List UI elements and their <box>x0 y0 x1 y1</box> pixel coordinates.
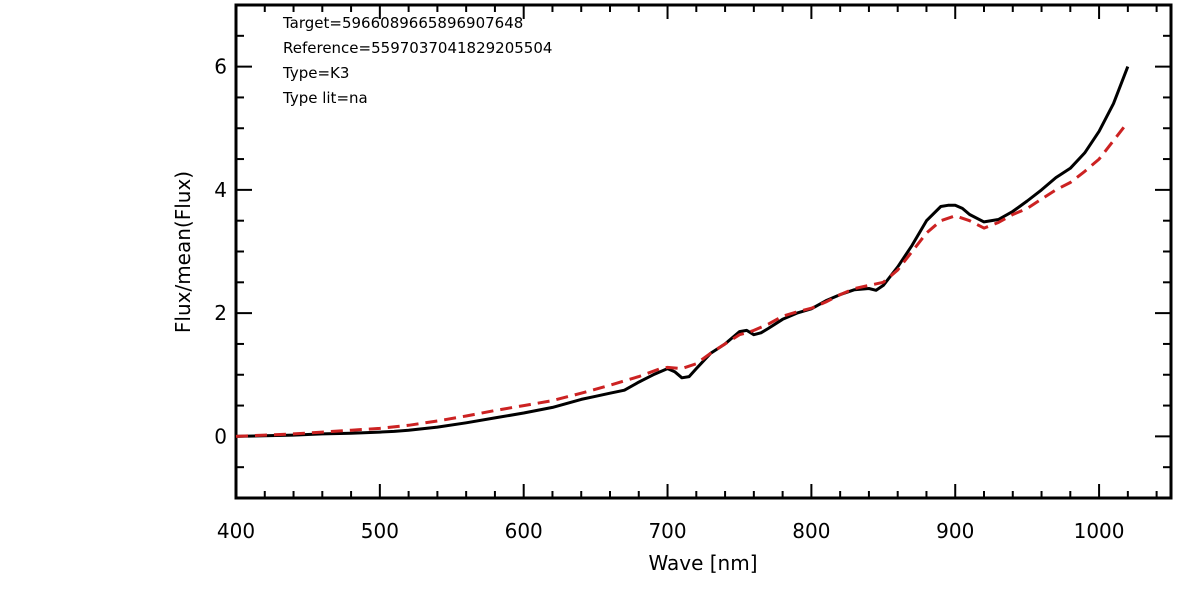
annotation-line: Type lit=na <box>282 89 368 107</box>
y-tick-label: 6 <box>214 55 227 79</box>
series-group <box>235 66 1130 438</box>
target-spectrum-line <box>235 66 1130 438</box>
x-tick-label: 800 <box>792 519 830 543</box>
x-axis-label: Wave [nm] <box>648 551 757 575</box>
y-axis-label: Flux/mean(Flux) <box>171 171 195 333</box>
x-tick-labels: 400 500 600 700 800 900 1000 <box>217 519 1125 543</box>
reference-spectrum-line <box>235 121 1129 438</box>
annotation-line: Target=5966089665896907648 <box>282 14 523 32</box>
x-tick-label: 700 <box>648 519 686 543</box>
y-tick-label: 4 <box>214 178 227 202</box>
plot-frame <box>234 3 1173 500</box>
x-tick-label: 500 <box>361 519 399 543</box>
x-tick-label: 1000 <box>1074 519 1125 543</box>
x-tick-label: 600 <box>505 519 543 543</box>
y-tick-labels: 0 2 4 6 <box>214 55 227 449</box>
annotation-block: Target=5966089665896907648 Reference=5597… <box>282 14 552 107</box>
y-tick-label: 2 <box>214 301 227 325</box>
y-tick-label: 0 <box>214 424 227 448</box>
x-tick-label: 400 <box>217 519 255 543</box>
annotation-line: Type=K3 <box>282 64 349 82</box>
annotation-line: Reference=5597037041829205504 <box>283 39 552 57</box>
x-tick-label: 900 <box>936 519 974 543</box>
axis-ticks <box>235 5 1171 498</box>
